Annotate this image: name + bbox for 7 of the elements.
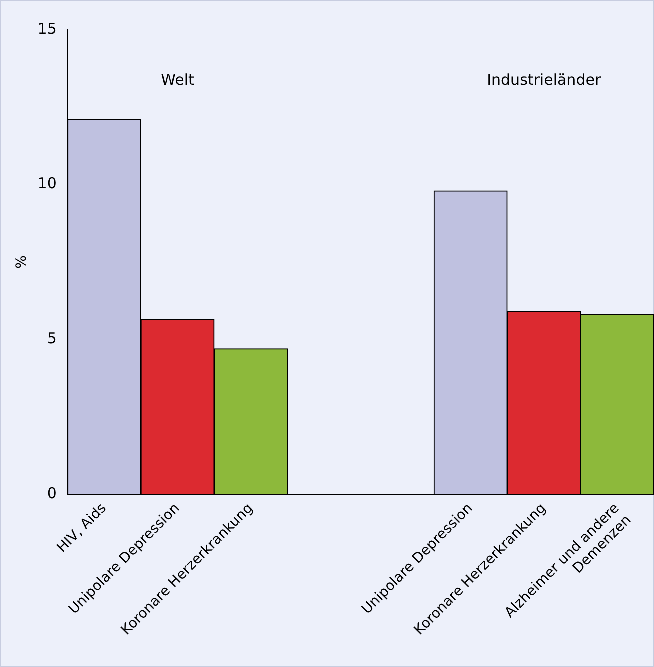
y-tick-label: 0 xyxy=(47,484,57,502)
annotation: Industrieländer xyxy=(487,70,602,89)
y-axis-title: % xyxy=(14,256,30,269)
y-tick-label: 10 xyxy=(38,174,57,193)
y-tick-label: 15 xyxy=(38,20,57,38)
y-tick-label: 5 xyxy=(47,330,57,348)
annotation: Welt xyxy=(161,70,195,89)
